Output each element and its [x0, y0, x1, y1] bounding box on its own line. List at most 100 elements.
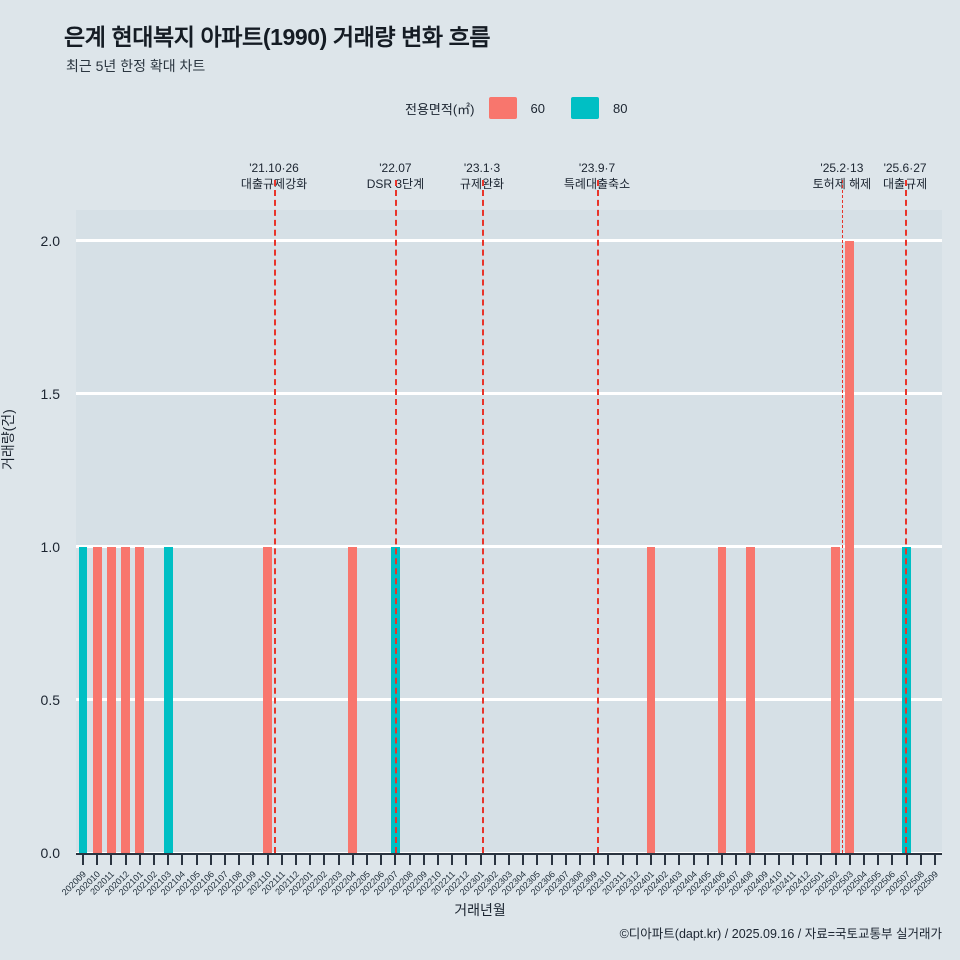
x-tick — [394, 855, 397, 865]
y-tick-label: 0.0 — [40, 845, 60, 861]
bar-202101-60[interactable] — [135, 546, 145, 853]
x-tick — [578, 855, 581, 865]
event-line-202301 — [482, 180, 485, 853]
bar-202207-80[interactable] — [391, 546, 400, 853]
legend-swatch-80 — [570, 97, 599, 119]
x-tick — [564, 855, 567, 865]
x-tick — [834, 855, 837, 865]
event-line-202309 — [597, 180, 600, 853]
x-tick — [252, 855, 255, 865]
x-tick — [96, 855, 99, 865]
x-tick — [905, 855, 908, 865]
x-tick — [167, 855, 170, 865]
event-line-202506 — [905, 180, 908, 853]
bar-202012-60[interactable] — [121, 546, 131, 853]
x-tick — [323, 855, 326, 865]
x-tick — [635, 855, 638, 865]
y-axis-title: 거래량(건) — [0, 409, 16, 470]
x-tick — [195, 855, 198, 865]
x-tick — [280, 855, 283, 865]
x-tick — [209, 855, 212, 865]
x-tick — [266, 855, 269, 865]
x-tick — [806, 855, 809, 865]
x-tick — [891, 855, 894, 865]
event-line-202502 — [841, 180, 843, 853]
x-tick — [763, 855, 766, 865]
event-date: '25.6·27 — [883, 161, 927, 175]
x-tick — [536, 855, 539, 865]
x-tick — [437, 855, 440, 865]
x-tick — [877, 855, 880, 865]
bar-202103-80[interactable] — [163, 546, 173, 853]
x-tick — [678, 855, 681, 865]
bar-202503-60[interactable] — [845, 240, 855, 853]
x-tick — [593, 855, 596, 865]
bar-202010-60[interactable] — [92, 546, 102, 853]
gridline — [76, 392, 942, 396]
x-tick — [848, 855, 851, 865]
x-axis-title: 거래년월 — [454, 902, 506, 918]
bar-202110-60[interactable] — [263, 546, 273, 853]
gridline — [76, 698, 942, 702]
legend-title: 전용면적(㎡) — [405, 101, 475, 117]
bar-202406-60[interactable] — [717, 546, 727, 853]
plot-background — [76, 210, 942, 853]
x-axis-ticks: 202009 202010 202011 202012 202101 202102 2021… — [60, 855, 942, 925]
gridline — [76, 239, 942, 243]
x-tick — [408, 855, 411, 865]
event-date: '23.1·3 — [463, 161, 501, 175]
footer-credit: ©디아파트(dapt.kr) / 2025.09.16 / 자료=국토교통부 실… — [619, 927, 942, 941]
x-tick — [706, 855, 709, 865]
x-tick — [522, 855, 525, 865]
x-tick — [309, 855, 312, 865]
gridline — [76, 545, 942, 549]
x-tick — [720, 855, 723, 865]
x-tick — [508, 855, 510, 865]
legend-label-60: 60 — [530, 100, 545, 116]
x-axis-line — [76, 853, 942, 855]
y-axis-labels: 0.0 0.5 1.0 1.5 2.0 — [14, 210, 60, 861]
x-tick — [82, 855, 85, 865]
x-tick — [933, 855, 936, 865]
x-tick — [749, 855, 752, 865]
x-tick — [451, 855, 454, 865]
y-tick-label: 2.0 — [40, 232, 60, 249]
bar-202401-60[interactable] — [646, 546, 656, 853]
page-title: 은계 현대복지 아파트(1990) 거래량 변화 흐름 — [64, 24, 491, 50]
x-tick — [493, 855, 496, 865]
legend: 전용면적(㎡) 60 80 — [405, 97, 627, 119]
x-tick — [479, 855, 482, 865]
bar-202408-60[interactable] — [745, 546, 755, 853]
x-tick — [422, 855, 425, 865]
x-tick — [380, 855, 383, 865]
x-tick — [465, 855, 468, 865]
y-tick-label: 0.5 — [40, 691, 60, 708]
event-date: '25.2·13 — [820, 161, 864, 175]
x-tick — [181, 855, 184, 865]
x-tick — [791, 855, 794, 865]
x-tick — [366, 855, 369, 865]
bar-202502-60[interactable] — [831, 546, 840, 853]
x-tick — [124, 855, 127, 865]
x-tick — [351, 855, 354, 865]
x-tick — [238, 855, 241, 865]
legend-label-80: 80 — [612, 100, 628, 116]
page-subtitle: 최근 5년 한정 확대 차트 — [66, 58, 206, 74]
x-tick — [777, 855, 780, 865]
event-line-202110 — [274, 180, 277, 853]
x-tick — [110, 855, 113, 865]
bar-202009-80[interactable] — [78, 546, 88, 853]
x-tick — [295, 855, 298, 865]
y-tick-label: 1.5 — [40, 385, 60, 402]
x-tick — [550, 855, 553, 865]
x-tick — [224, 855, 227, 865]
x-tick — [607, 855, 610, 865]
x-tick — [649, 855, 652, 865]
x-tick — [919, 855, 922, 865]
x-tick — [153, 855, 156, 865]
bar-202011-60[interactable] — [107, 546, 116, 853]
event-date: '23.9·7 — [578, 161, 616, 175]
bar-202204-60[interactable] — [348, 546, 358, 853]
x-tick — [138, 855, 141, 865]
